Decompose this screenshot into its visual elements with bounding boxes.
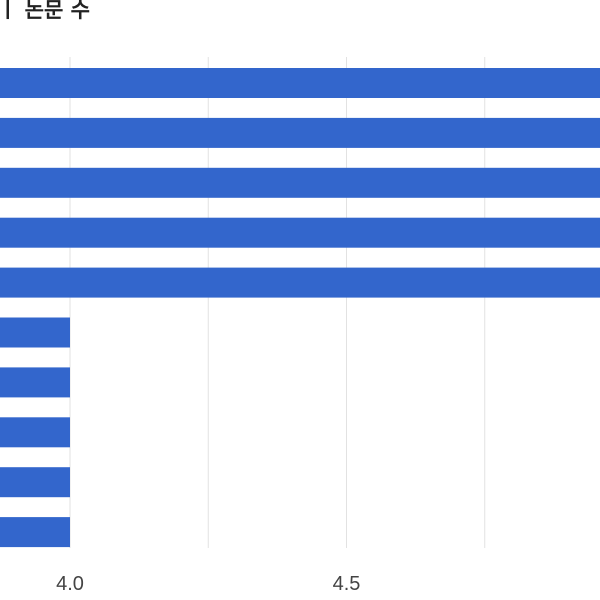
chart-title: ㅣ 논문 수 bbox=[0, 0, 90, 22]
x-tick-label: 4.0 bbox=[56, 573, 84, 595]
x-tick-label: 4.5 bbox=[333, 573, 361, 595]
bar[interactable] bbox=[0, 517, 70, 548]
bar[interactable] bbox=[0, 417, 70, 448]
bar[interactable] bbox=[0, 117, 600, 148]
bar[interactable] bbox=[0, 167, 600, 198]
bar[interactable] bbox=[0, 68, 600, 98]
bars bbox=[0, 68, 600, 548]
x-axis-ticks: 4.04.55.05.5 bbox=[56, 573, 361, 595]
bar[interactable] bbox=[0, 367, 70, 398]
bar[interactable] bbox=[0, 267, 600, 298]
bar[interactable] bbox=[0, 467, 70, 498]
bar[interactable] bbox=[0, 217, 600, 248]
bar[interactable] bbox=[0, 317, 70, 348]
